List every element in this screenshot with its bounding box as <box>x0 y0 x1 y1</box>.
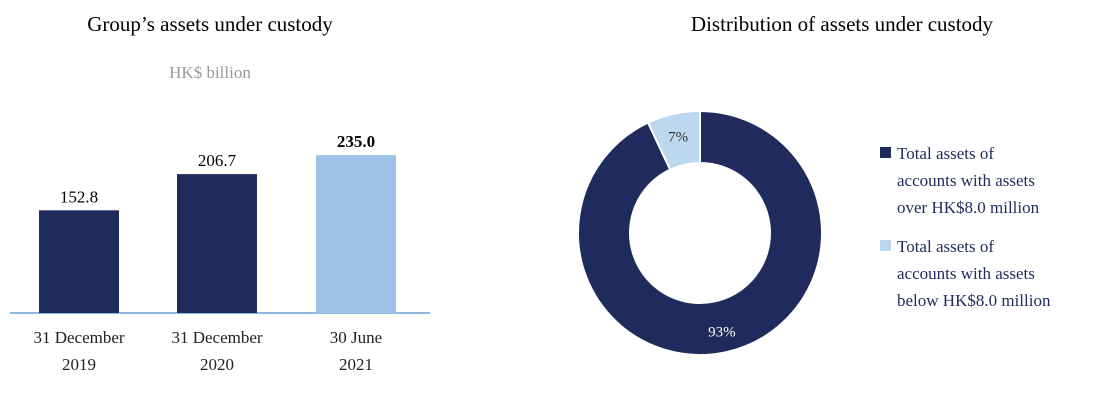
legend-swatch <box>880 147 891 158</box>
value-label: 235.0 <box>337 132 375 151</box>
pie-slice <box>646 109 701 171</box>
bar <box>39 210 119 313</box>
bar <box>177 174 257 313</box>
slice-label: 93% <box>708 325 736 341</box>
pie-title: Distribution of assets under custody <box>691 12 994 36</box>
x-tick-label: 31 December 2020 <box>171 328 263 374</box>
x-tick-label: 30 June 2021 <box>329 328 383 374</box>
x-tick-label: 31 December 2019 <box>33 328 125 374</box>
value-label: 152.8 <box>60 187 98 206</box>
pie-slice <box>577 109 823 356</box>
bar-subtitle: HK$ billion <box>169 63 251 82</box>
legend-label: Total assets of accounts with assets ove… <box>897 144 1040 217</box>
slice-label: 7% <box>668 129 688 145</box>
bar-title: Group’s assets under custody <box>87 12 333 36</box>
bar <box>316 155 396 313</box>
legend-swatch <box>880 240 891 251</box>
value-label: 206.7 <box>198 151 237 170</box>
legend-label: Total assets of accounts with assets bel… <box>897 237 1051 310</box>
